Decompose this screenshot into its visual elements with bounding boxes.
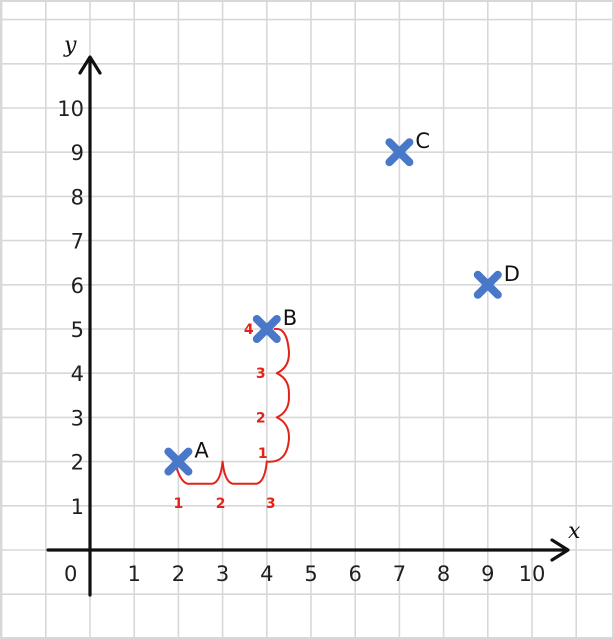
y-tick-label: 8: [71, 185, 84, 209]
tick-labels: 0 1 2 3 4 5 6 7 8 9 10 1 2 3 4 5 6 7 8 9 10: [57, 97, 545, 586]
point-b: B: [252, 306, 297, 343]
y-tick-label: 3: [71, 406, 84, 430]
x-tick-label: 8: [437, 562, 450, 586]
vertical-count-label: 2: [256, 410, 266, 426]
point-marker: [252, 315, 281, 343]
vertical-count-label: 3: [256, 366, 266, 382]
plotted-points: A B C D: [164, 129, 520, 476]
y-tick-label: 4: [71, 362, 84, 386]
y-tick-label: 1: [71, 495, 84, 519]
point-c: C: [385, 129, 430, 167]
x-tick-label: 9: [481, 562, 494, 586]
y-axis-name: y: [63, 33, 77, 58]
point-label: B: [283, 306, 297, 330]
vertical-count-brace: [265, 327, 290, 463]
point-marker: [385, 138, 414, 167]
x-tick-label: 10: [519, 562, 546, 586]
y-axis-arrow: [78, 55, 102, 75]
y-tick-label: 5: [71, 318, 84, 342]
y-tick-label: 6: [71, 274, 84, 298]
y-tick-label: 7: [71, 230, 84, 254]
counting-annotations: 1 2 3 1 2 3 4: [174, 322, 290, 512]
point-marker: [164, 447, 193, 476]
point-label: D: [504, 262, 520, 286]
horizontal-count-label: 2: [216, 496, 226, 512]
horizontal-count-label: 3: [266, 496, 276, 512]
point-label: A: [194, 439, 209, 463]
y-tick-label: 2: [71, 451, 84, 475]
point-marker: [473, 270, 502, 299]
origin-label: 0: [64, 562, 77, 586]
x-tick-label: 3: [216, 562, 229, 586]
horizontal-count-label: 1: [174, 496, 184, 512]
x-tick-label: 4: [260, 562, 273, 586]
y-tick-label: 10: [57, 97, 84, 121]
x-tick-label: 5: [304, 562, 317, 586]
point-a: A: [164, 439, 209, 476]
point-label: C: [415, 129, 430, 153]
point-d: D: [473, 262, 520, 299]
x-tick-label: 6: [349, 562, 362, 586]
y-tick-label: 9: [71, 141, 84, 165]
vertical-count-label: 4: [244, 322, 254, 338]
x-tick-label: 2: [172, 562, 185, 586]
x-tick-label: 7: [393, 562, 406, 586]
x-tick-label: 1: [128, 562, 141, 586]
vertical-count-label: 1: [258, 446, 268, 462]
axes: xy: [46, 33, 581, 597]
horizontal-count-brace: [175, 460, 268, 485]
x-axis-arrow: [550, 538, 570, 562]
x-axis-name: x: [568, 519, 581, 544]
